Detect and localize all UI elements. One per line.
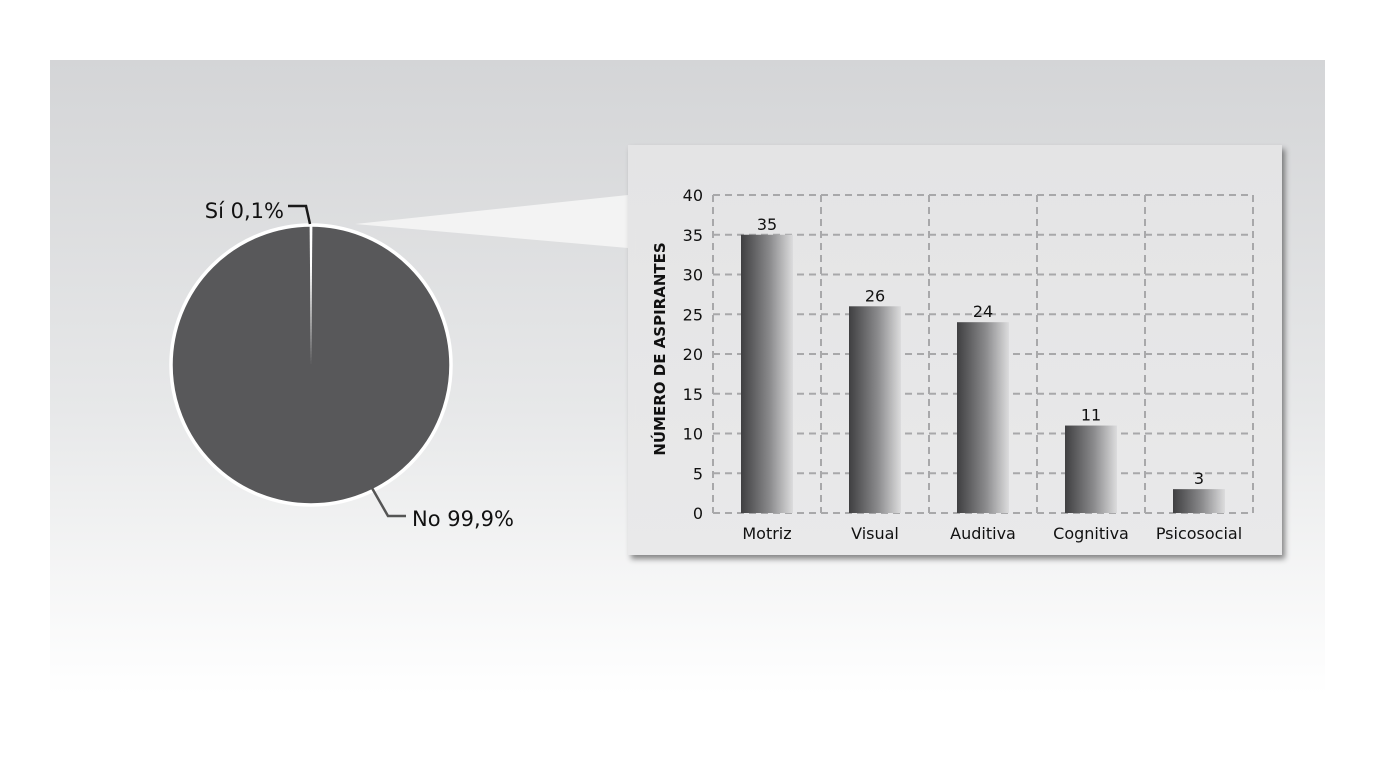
x-tick-label: Visual bbox=[851, 524, 899, 543]
bar-motriz bbox=[741, 234, 793, 513]
bar-visual bbox=[849, 306, 901, 513]
x-tick-label: Psicosocial bbox=[1156, 524, 1242, 543]
bar-chart-box bbox=[628, 145, 1282, 555]
y-axis-ticks: 0 5 10 15 20 25 30 35 40 bbox=[683, 186, 703, 523]
value-label: 24 bbox=[973, 302, 993, 321]
x-tick-label: Cognitiva bbox=[1053, 524, 1129, 543]
y-tick-label: 40 bbox=[683, 186, 703, 205]
bars bbox=[741, 234, 1225, 513]
y-tick-label: 30 bbox=[683, 266, 703, 285]
y-tick-label: 25 bbox=[683, 305, 703, 324]
x-tick-label: Auditiva bbox=[950, 524, 1016, 543]
pie-leader-no bbox=[370, 487, 406, 518]
value-label: 3 bbox=[1194, 469, 1204, 488]
pie-leader-si bbox=[288, 204, 312, 225]
value-labels: 35 26 24 11 3 bbox=[757, 215, 1204, 488]
y-axis-label: NÚMERO DE ASPIRANTES bbox=[650, 242, 669, 455]
pie-chart bbox=[169, 223, 453, 507]
bar-cognitiva bbox=[1065, 425, 1117, 513]
y-tick-label: 15 bbox=[683, 385, 703, 404]
y-tick-label: 5 bbox=[693, 464, 703, 483]
pie-label-si: Sí 0,1% bbox=[205, 199, 284, 223]
x-axis-ticks: Motriz Visual Auditiva Cognitiva Psicosocial bbox=[742, 524, 1242, 543]
x-tick-label: Motriz bbox=[742, 524, 791, 543]
value-label: 35 bbox=[757, 215, 777, 234]
bar-auditiva bbox=[957, 322, 1009, 513]
y-tick-label: 10 bbox=[683, 425, 703, 444]
y-tick-label: 35 bbox=[683, 226, 703, 245]
bar-psicosocial bbox=[1173, 489, 1225, 513]
explode-connector bbox=[355, 195, 628, 248]
pie-slice-si bbox=[309, 225, 313, 365]
y-tick-label: 0 bbox=[693, 504, 703, 523]
y-tick-label: 20 bbox=[683, 345, 703, 364]
value-label: 26 bbox=[865, 286, 885, 305]
pie-label-no: No 99,9% bbox=[412, 507, 514, 531]
value-label: 11 bbox=[1081, 406, 1101, 425]
